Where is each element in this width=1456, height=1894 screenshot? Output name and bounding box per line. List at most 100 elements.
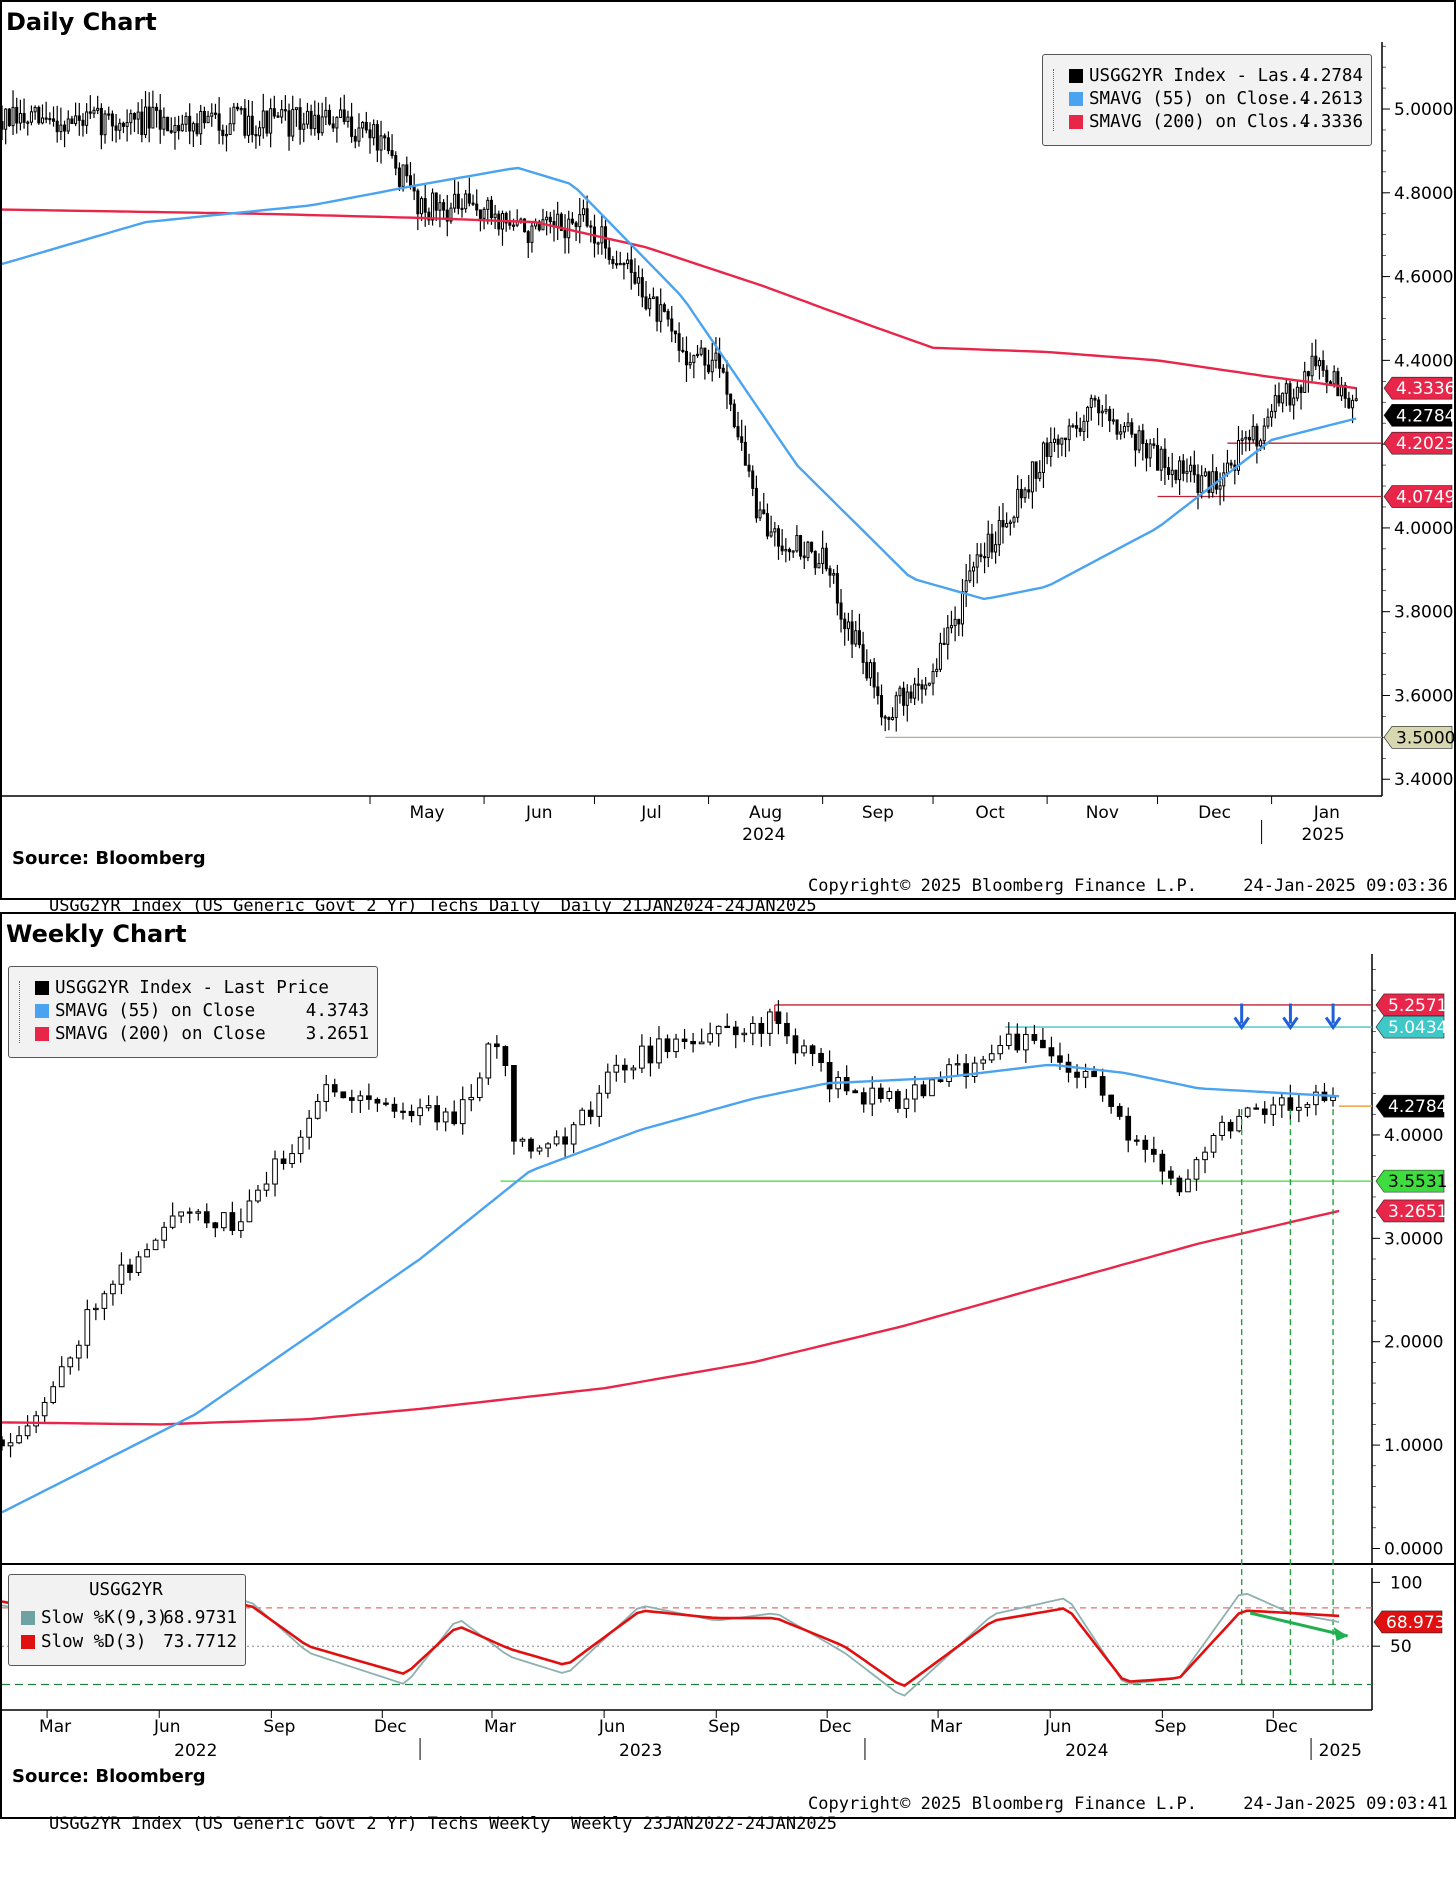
weekly-candle-66 [562, 1127, 568, 1158]
daily-candle-291 [1071, 423, 1075, 428]
candle-body [502, 1046, 509, 1067]
daily-candle-182 [670, 306, 674, 343]
daily-candle-172 [633, 258, 637, 285]
daily-source: Source: Bloomberg [12, 848, 206, 869]
oscillator-legend[interactable]: USGG2YR Slow %K(9,3) 68.9731 Slow %D(3) … [8, 1574, 246, 1666]
candle-body [622, 263, 626, 266]
daily-candle-178 [655, 296, 659, 332]
weekly-candle-112 [954, 1054, 961, 1076]
weekly-candle-42 [357, 1090, 364, 1114]
candle-body [758, 509, 762, 519]
candle-body [1071, 425, 1075, 428]
candle-body [228, 123, 232, 136]
daily-candle-78 [287, 103, 291, 151]
daily-candle-292 [1075, 411, 1079, 438]
weekly-candle-96 [818, 1047, 824, 1072]
candle-body [1159, 448, 1163, 471]
daily-candle-127 [467, 177, 471, 207]
candle-body [655, 296, 659, 322]
candle-body [986, 533, 990, 558]
daily-candle-296 [1089, 394, 1093, 421]
daily-candle-118 [434, 192, 438, 222]
sma200-swatch [35, 1027, 49, 1041]
x-year-label: 2024 [742, 825, 785, 845]
osc-legend-k[interactable]: Slow %K(9,3) 68.9731 [21, 1607, 237, 1629]
weekly-candle-82 [698, 1028, 705, 1045]
daily-candle-341 [1255, 423, 1259, 464]
candle-body [1313, 1091, 1319, 1106]
candle-body [1150, 1148, 1157, 1155]
daily-candle-174 [640, 268, 644, 308]
weekly-legend[interactable]: USGG2YR Index - Last Price SMAVG (55) on… [8, 966, 378, 1058]
x-month-label: Mar [930, 1717, 962, 1737]
daily-legend-price[interactable]: USGG2YR Index - Las... 4.2784 [1069, 65, 1363, 87]
weekly-legend-sma200[interactable]: SMAVG (200) on Close 3.2651 [35, 1023, 369, 1045]
daily-candle-248 [913, 677, 917, 706]
weekly-candle-106 [903, 1088, 910, 1118]
candle-body [699, 347, 703, 355]
x-month-label: Sep [708, 1717, 740, 1737]
daily-legend-sma55[interactable]: SMAVG (55) on Close... 4.2613 [1069, 88, 1363, 110]
candle-body [1168, 1170, 1174, 1179]
weekly-source: Source: Bloomberg [12, 1766, 206, 1787]
candle-body [957, 618, 961, 625]
tag-last-price-shape [1375, 1094, 1445, 1118]
daily-candle-266 [979, 543, 983, 563]
weekly-legend-sma55[interactable]: SMAVG (55) on Close 4.3743 [35, 1000, 369, 1022]
candle-body [762, 509, 766, 515]
candle-body [795, 535, 799, 552]
candle-body [920, 684, 924, 690]
candle-body [860, 1092, 867, 1105]
candle-body [832, 573, 836, 576]
sma200-swatch [1069, 115, 1083, 129]
daily-candle-154 [567, 210, 571, 254]
sma55-swatch [1069, 92, 1083, 106]
daily-candle-206 [758, 501, 762, 522]
daily-candle-17 [63, 120, 67, 148]
tag-level-4.0749: 4.0749 [1383, 485, 1454, 508]
daily-candle-313 [1152, 437, 1156, 449]
candle-body [813, 550, 817, 569]
candle-body [331, 1084, 338, 1093]
daily-legend[interactable]: USGG2YR Index - Las... 4.2784 SMAVG (55)… [1042, 54, 1372, 146]
candle-body [905, 691, 909, 706]
candle-body [261, 110, 265, 129]
weekly-candle-73 [621, 1058, 628, 1083]
candle-body [1278, 1097, 1285, 1106]
candle-body [997, 520, 1001, 546]
daily-candle-304 [1119, 424, 1123, 440]
candle-body [66, 118, 70, 132]
weekly-candle-55 [468, 1084, 475, 1112]
daily-legend-sma200[interactable]: SMAVG (200) on Clos... 4.3336 [1069, 111, 1363, 133]
daily-candle-363 [1336, 367, 1340, 397]
daily-candle-183 [673, 330, 677, 343]
candle-body [1310, 355, 1314, 377]
candle-body [1196, 474, 1200, 494]
candle-body [1227, 1121, 1234, 1132]
osc-legend-d[interactable]: Slow %D(3) 73.7712 [21, 1631, 237, 1653]
daily-candle-195 [718, 337, 722, 378]
down-arrow-icon [1324, 1003, 1342, 1031]
weekly-candle-74 [630, 1065, 637, 1080]
tag-last-price-text: 4.2784 [1388, 1097, 1447, 1117]
candle-body [1244, 436, 1248, 440]
candle-body [1200, 475, 1204, 494]
daily-candle-179 [659, 288, 663, 333]
candle-body [887, 717, 891, 720]
candle-body [698, 1041, 705, 1045]
candle-body [1163, 448, 1167, 469]
candle-body [1091, 1070, 1097, 1078]
candle-body [127, 1264, 133, 1273]
weekly-candle-37 [314, 1093, 321, 1120]
candle-body [942, 642, 946, 646]
candle-body [511, 1065, 517, 1142]
weekly-candle-56 [476, 1072, 483, 1102]
candle-body [118, 1264, 125, 1285]
weekly-legend-price[interactable]: USGG2YR Index - Last Price [35, 977, 369, 999]
candle-body [328, 109, 332, 125]
y-tick-label: 4.0000 [1394, 519, 1453, 539]
candle-body [924, 684, 928, 690]
daily-candle-100 [368, 122, 372, 154]
candle-body [741, 1032, 748, 1036]
candle-body [666, 310, 670, 320]
